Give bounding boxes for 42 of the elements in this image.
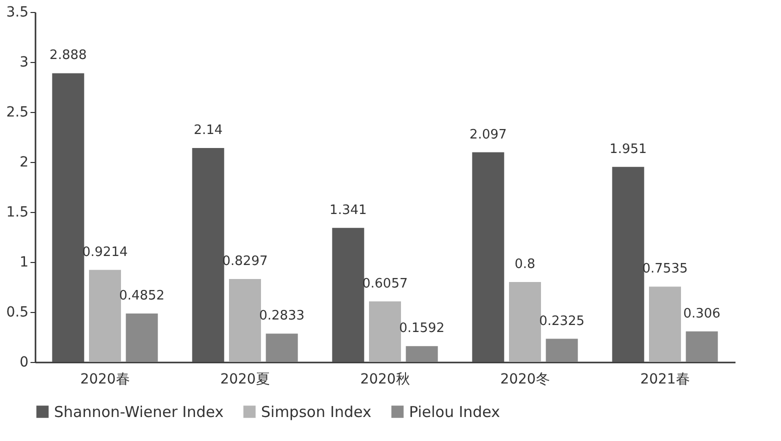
- y-tick-label: 3: [20, 54, 28, 70]
- data-label: 1.951: [610, 142, 647, 157]
- x-tick-label: 2020冬: [500, 372, 550, 388]
- data-label: 0.306: [683, 306, 720, 322]
- data-label: 2.888: [50, 48, 87, 64]
- bar: [406, 346, 438, 362]
- bar: [89, 270, 121, 362]
- legend-label: Simpson Index: [261, 402, 372, 421]
- data-label: 0.2325: [539, 314, 585, 329]
- data-label: 0.8: [514, 257, 536, 272]
- y-tick-label: 0.5: [6, 304, 28, 320]
- bar: [192, 148, 224, 362]
- data-label: 0.2833: [259, 308, 305, 324]
- x-tick-label: 2021春: [640, 372, 690, 388]
- bar: [266, 334, 298, 362]
- x-tick-label: 2020秋: [360, 372, 410, 388]
- bar: [472, 152, 504, 362]
- data-label: 2.097: [470, 127, 507, 142]
- y-tick-label: 2.5: [6, 104, 28, 120]
- bar: [229, 279, 261, 362]
- data-label: 0.1592: [399, 321, 445, 336]
- bar: [369, 301, 401, 362]
- bar: [332, 228, 364, 362]
- data-label: 1.341: [330, 202, 367, 218]
- bar: [686, 331, 718, 362]
- y-tick-label: 2: [20, 154, 28, 170]
- bar: [612, 166, 644, 362]
- bar: [546, 338, 578, 362]
- x-tick-label: 2020夏: [220, 372, 270, 388]
- y-tick-label: 1: [20, 254, 28, 270]
- data-label: 0.4852: [119, 288, 165, 304]
- data-label: 2.14: [194, 123, 223, 138]
- y-tick-label: 1.5: [6, 204, 28, 220]
- legend-label: Pielou Index: [409, 402, 500, 421]
- y-tick-label: 3.5: [6, 4, 28, 20]
- bar: [126, 313, 158, 362]
- bar: [649, 286, 681, 362]
- legend-label: Shannon-Wiener Index: [54, 402, 224, 421]
- x-tick-label: 2020春: [80, 372, 130, 388]
- y-tick-label: 0: [20, 354, 28, 370]
- bar: [52, 73, 84, 362]
- bar: [509, 282, 541, 362]
